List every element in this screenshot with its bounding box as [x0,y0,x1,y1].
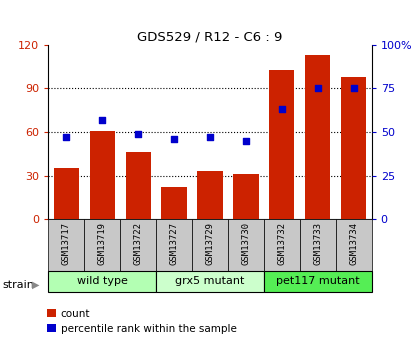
Bar [264,219,300,271]
Text: GSM13727: GSM13727 [170,222,178,265]
Point [315,86,321,91]
Point [63,135,70,140]
Bar [300,219,336,271]
Text: GSM13730: GSM13730 [241,222,250,265]
Text: GSM13719: GSM13719 [98,222,107,265]
Bar [48,219,84,271]
Title: GDS529 / R12 - C6 : 9: GDS529 / R12 - C6 : 9 [137,31,283,44]
Point [278,107,285,112]
Point [99,117,105,122]
Text: wild type: wild type [77,276,128,286]
Point [243,138,249,144]
Bar [156,271,264,292]
Point [135,131,142,137]
Bar [192,219,228,271]
Text: GSM13722: GSM13722 [134,222,143,265]
Bar [48,271,156,292]
Point [350,86,357,91]
Bar [234,174,259,219]
Bar [197,171,223,219]
Text: GSM13733: GSM13733 [313,222,322,265]
Bar [120,219,156,271]
Bar [264,271,372,292]
Bar [228,219,264,271]
Bar [89,130,115,219]
Bar [54,168,79,219]
Bar [269,70,294,219]
Bar [84,219,120,271]
Text: GSM13734: GSM13734 [349,222,358,265]
Text: GSM13717: GSM13717 [62,222,71,265]
Text: ▶: ▶ [32,280,39,289]
Text: GSM13732: GSM13732 [277,222,286,265]
Bar [162,187,186,219]
Point [207,135,213,140]
Bar [341,77,366,219]
Bar [336,219,372,271]
Text: GSM13729: GSM13729 [205,222,215,265]
Text: strain: strain [2,280,34,289]
Bar [126,152,151,219]
Legend: count, percentile rank within the sample: count, percentile rank within the sample [43,305,241,338]
Text: pet117 mutant: pet117 mutant [276,276,360,286]
Bar [156,219,192,271]
Bar [305,55,331,219]
Point [171,136,177,142]
Text: grx5 mutant: grx5 mutant [175,276,245,286]
